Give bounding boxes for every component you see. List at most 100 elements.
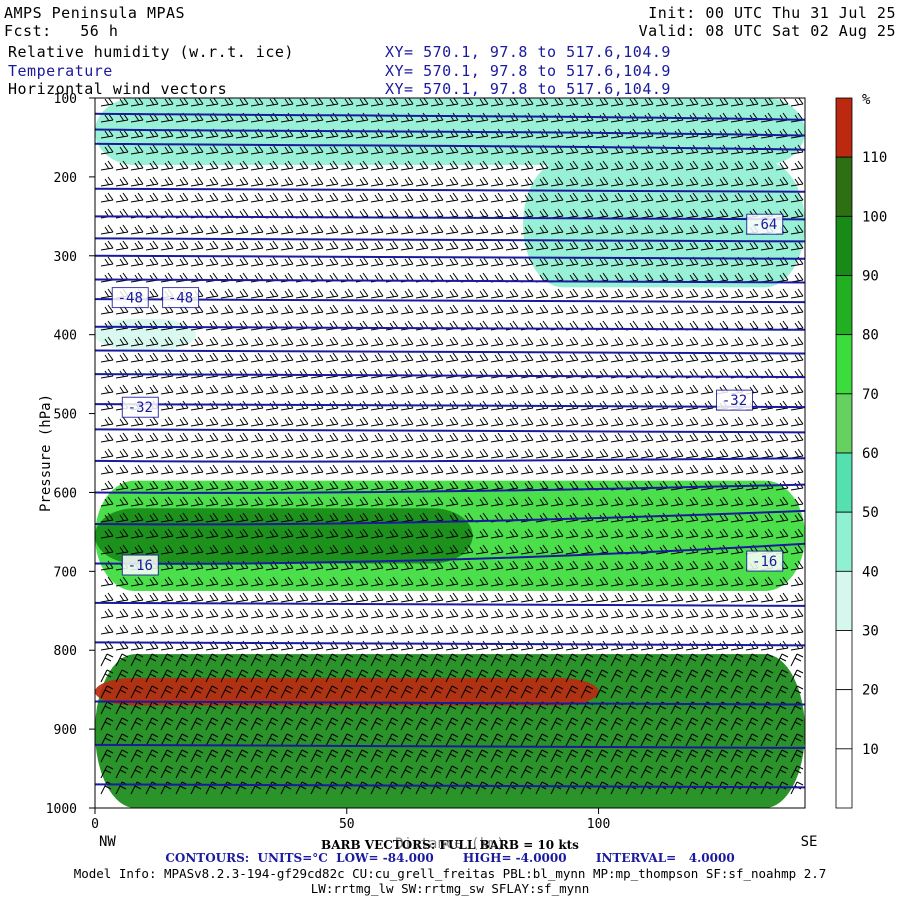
wind-barb <box>400 240 414 251</box>
wind-barb <box>385 448 399 459</box>
wind-barb <box>385 464 399 475</box>
wind-barb <box>250 685 264 699</box>
wind-barb <box>205 512 219 523</box>
colorbar-swatch <box>835 570 853 631</box>
wind-barb <box>520 749 534 763</box>
wind-barb <box>790 176 804 187</box>
wind-barb <box>190 717 204 731</box>
wind-barb <box>640 669 654 683</box>
wind-barb <box>505 544 519 555</box>
wind-barb <box>730 448 744 459</box>
wind-barb <box>220 160 234 171</box>
wind-barb <box>565 192 579 203</box>
wind-barb <box>190 416 204 427</box>
wind-barb <box>370 528 384 539</box>
wind-barb <box>115 240 129 251</box>
wind-barb <box>355 176 369 187</box>
wind-barb <box>220 288 234 299</box>
wind-barb <box>385 765 399 779</box>
wind-barb <box>565 733 579 747</box>
wind-barb <box>160 608 174 619</box>
wind-barb <box>415 528 429 539</box>
wind-barb <box>280 717 294 731</box>
wind-barb <box>655 240 669 251</box>
wind-barb <box>265 304 279 315</box>
wind-barb <box>760 432 774 443</box>
wind-barb <box>460 624 474 635</box>
wind-barb <box>505 432 519 443</box>
temperature-contour <box>95 215 805 221</box>
wind-barb <box>115 592 129 603</box>
wind-barb <box>430 685 444 699</box>
wind-barb <box>190 733 204 747</box>
wind-barb <box>550 544 564 555</box>
wind-barb <box>115 480 129 491</box>
wind-barb <box>280 224 294 235</box>
wind-barb <box>160 176 174 187</box>
wind-barb <box>355 544 369 555</box>
wind-barb <box>790 592 804 603</box>
colorbar-label: 10 <box>862 742 879 758</box>
wind-barb <box>745 608 759 619</box>
wind-barb <box>220 144 234 155</box>
wind-barb <box>565 160 579 171</box>
y-tick-label: 700 <box>54 565 77 580</box>
wind-barb <box>550 653 564 667</box>
wind-barb <box>715 464 729 475</box>
wind-barb <box>475 669 489 683</box>
wind-barb <box>445 608 459 619</box>
wind-barb <box>355 304 369 315</box>
wind-barb <box>205 685 219 699</box>
wind-barb <box>415 336 429 347</box>
wind-barb <box>760 653 774 667</box>
wind-barb <box>295 685 309 699</box>
wind-barb <box>520 240 534 251</box>
wind-barb <box>205 256 219 267</box>
wind-barb <box>520 224 534 235</box>
wind-barb <box>430 288 444 299</box>
wind-barb <box>220 192 234 203</box>
wind-barb <box>295 240 309 251</box>
colorbar-unit: % <box>862 92 871 108</box>
wind-barb <box>160 432 174 443</box>
wind-barb <box>205 304 219 315</box>
wind-barb <box>760 176 774 187</box>
wind-barb <box>625 464 639 475</box>
wind-barb <box>610 653 624 667</box>
wind-barb <box>580 336 594 347</box>
temperature-contour <box>95 403 805 409</box>
wind-barb <box>595 432 609 443</box>
wind-barb <box>310 733 324 747</box>
wind-barb <box>325 608 339 619</box>
wind-barb <box>685 653 699 667</box>
wind-barb <box>700 336 714 347</box>
wind-barb <box>640 765 654 779</box>
wind-barb <box>355 336 369 347</box>
x-tick-label: 0 <box>91 817 99 832</box>
wind-barb <box>685 240 699 251</box>
wind-barb <box>190 685 204 699</box>
wind-barb <box>220 224 234 235</box>
wind-barb <box>760 608 774 619</box>
wind-barb <box>670 384 684 395</box>
temperature-contour <box>95 373 805 379</box>
wind-barb <box>355 240 369 251</box>
wind-barb <box>190 653 204 667</box>
wind-barb <box>295 528 309 539</box>
wind-barb <box>625 224 639 235</box>
wind-barb <box>415 384 429 395</box>
wind-barb <box>730 733 744 747</box>
wind-barb <box>595 336 609 347</box>
wind-barb <box>550 685 564 699</box>
wind-barb <box>520 304 534 315</box>
wind-barb <box>100 624 114 635</box>
wind-barb <box>100 240 114 251</box>
temperature-contour <box>95 278 805 284</box>
wind-barb <box>370 448 384 459</box>
wind-barb <box>445 592 459 603</box>
wind-barb <box>595 528 609 539</box>
wind-barb <box>790 336 804 347</box>
temperature-contour <box>95 237 805 243</box>
wind-barb <box>370 192 384 203</box>
